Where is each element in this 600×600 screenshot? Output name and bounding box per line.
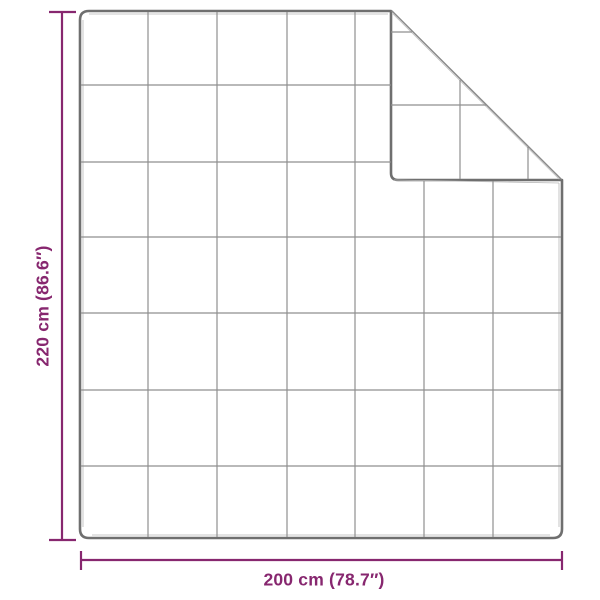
fold-flap-grid <box>391 31 529 179</box>
fold-crease <box>391 10 562 180</box>
height-dimension-label: 220 cm (86.6″) <box>32 245 53 367</box>
blanket-outline <box>78 9 564 540</box>
width-dimension <box>79 551 564 570</box>
blanket-hem-highlight <box>82 13 560 536</box>
blanket-body-shape <box>78 9 564 540</box>
fold-crease-highlight <box>392 13 560 180</box>
width-dimension-label: 200 cm (78.7″) <box>263 569 385 590</box>
fold-flap <box>391 10 562 180</box>
blanket-grid <box>81 12 561 537</box>
height-dimension <box>49 10 76 542</box>
